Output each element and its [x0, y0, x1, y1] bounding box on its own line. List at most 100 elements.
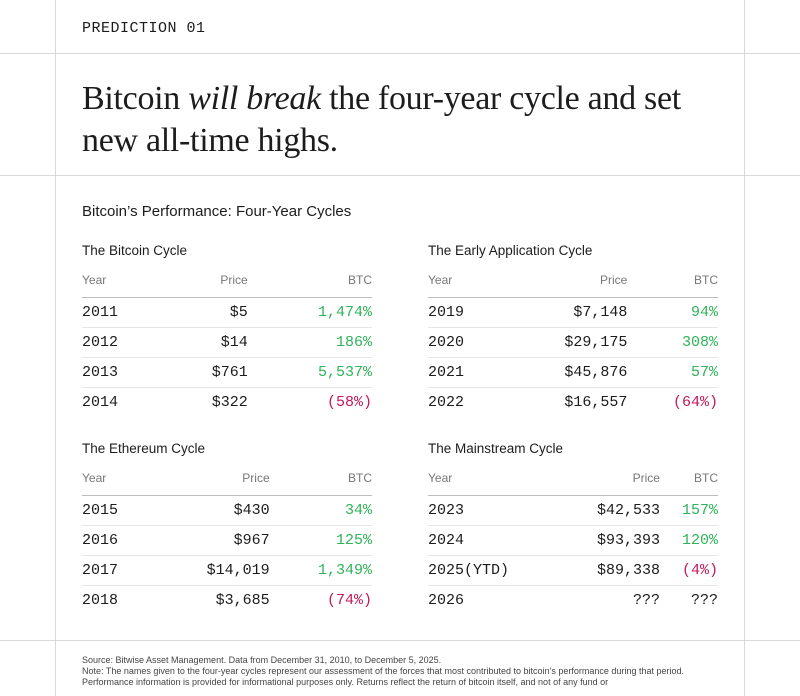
- header-row: Year Price BTC: [82, 273, 372, 298]
- headline: Bitcoin will break the four-year cycle a…: [82, 78, 682, 162]
- cell: $967: [150, 525, 270, 556]
- headline-text: Bitcoin: [82, 80, 181, 117]
- cell: $16,557: [564, 394, 628, 411]
- row: 2024 $93,393 120%: [428, 525, 718, 556]
- cell: 2016: [82, 525, 151, 556]
- divider: [0, 53, 800, 54]
- row: 2012 $14 186%: [82, 327, 372, 358]
- cell: 2018: [82, 592, 119, 609]
- column-header: Price: [164, 273, 248, 298]
- cell: 2017: [82, 555, 151, 586]
- row: 2020 $29,175 308%: [428, 327, 718, 358]
- cell: $29,175: [500, 327, 628, 358]
- cycle-table: The Ethereum Cycle Year Price BTC 2015 $430 34…: [82, 441, 372, 615]
- cell: $14: [164, 327, 248, 358]
- cell: 5,537%: [247, 357, 372, 388]
- header-row: Year Price BTC: [428, 273, 718, 298]
- prediction-label: PREDICTION 01: [82, 20, 206, 37]
- cell: 2012: [82, 327, 165, 358]
- cycle-table: The Bitcoin Cycle Year Price BTC 2011 $5 1,474…: [82, 243, 372, 417]
- section-title: Bitcoin’s Performance: Four-Year Cycles: [82, 203, 352, 220]
- cell: 57%: [627, 357, 718, 388]
- row: 2023 $42,533 157%: [428, 495, 718, 526]
- cell: $7,148: [500, 297, 628, 328]
- divider: [0, 175, 800, 176]
- cell: 2013: [82, 357, 165, 388]
- column-header: BTC: [627, 273, 718, 298]
- source: Source: Bitwise Asset Management. Data f…: [82, 655, 442, 665]
- row: 2025(YTD) $89,338 (4%): [428, 555, 718, 586]
- column-header: Year: [82, 273, 165, 298]
- table-title: The Ethereum Cycle: [82, 441, 206, 456]
- column-header: Price: [558, 471, 660, 496]
- cycle-table: The Mainstream Cycle Year Price BTC 2023 $42,…: [428, 441, 718, 615]
- cell: 94%: [627, 297, 718, 328]
- row: 2016 $967 125%: [82, 525, 372, 556]
- cell: 2014: [82, 394, 119, 411]
- cell: 2019: [428, 297, 501, 328]
- cell: 2022: [428, 394, 465, 411]
- cell: $5: [164, 297, 248, 328]
- cell: $89,338: [558, 555, 660, 586]
- cell: 2024: [428, 525, 559, 556]
- row: 2017 $14,019 1,349%: [82, 555, 372, 586]
- cell: 125%: [269, 525, 372, 556]
- table: Year Price BTC 2011 $5 1,474% 2012 $14 186% 2013 $…: [82, 273, 372, 417]
- row: 2011 $5 1,474%: [82, 297, 372, 328]
- tables: The Bitcoin Cycle Year Price BTC 2011 $5 1,474…: [82, 243, 718, 615]
- header-row: Year Price BTC: [82, 471, 372, 496]
- cell: $761: [164, 357, 248, 388]
- note: Note: The names given to the four-year c…: [82, 666, 684, 687]
- column-header: BTC: [659, 471, 718, 496]
- table: Year Price BTC 2019 $7,148 94% 2020 $29,175 308%…: [428, 273, 718, 417]
- cell: 1,474%: [247, 297, 372, 328]
- cell: 186%: [247, 327, 372, 358]
- table-title: The Early Application Cycle: [428, 243, 593, 258]
- column-header: Price: [500, 273, 628, 298]
- column-header: Year: [428, 273, 501, 298]
- cell: 34%: [269, 495, 372, 526]
- divider: [0, 640, 800, 641]
- cell: $42,533: [558, 495, 660, 526]
- cell: $430: [150, 495, 270, 526]
- cell: (74%): [326, 592, 372, 609]
- cell: 2025(YTD): [428, 555, 559, 586]
- cell: $45,876: [500, 357, 628, 388]
- headline-emphasis: will break: [188, 80, 321, 117]
- row: 2019 $7,148 94%: [428, 297, 718, 328]
- row: 2015 $430 34%: [82, 495, 372, 526]
- cycle-table: The Early Application Cycle Year Price BTC 2…: [428, 243, 718, 417]
- cell: (64%): [672, 394, 718, 411]
- row: 2021 $45,876 57%: [428, 357, 718, 388]
- cell: 308%: [627, 327, 718, 358]
- cell: 2015: [82, 495, 151, 526]
- row: 2018 $3,685 (74%): [82, 586, 372, 616]
- cell: 157%: [659, 495, 718, 526]
- cell: ???: [632, 592, 660, 609]
- cell: 2020: [428, 327, 501, 358]
- cell: (58%): [326, 394, 372, 411]
- column-header: Price: [150, 471, 270, 496]
- column-header: Year: [428, 471, 559, 496]
- cell: 1,349%: [269, 555, 372, 586]
- column-header: BTC: [247, 273, 372, 298]
- cell: $3,685: [215, 592, 270, 609]
- row: 2014 $322 (58%): [82, 388, 372, 418]
- footer: Source: Bitwise Asset Management. Data f…: [82, 655, 722, 688]
- table: Year Price BTC 2023 $42,533 157% 2024 $93,393 12…: [428, 471, 718, 615]
- row: 2022 $16,557 (64%): [428, 388, 718, 418]
- cell: 2026: [428, 592, 465, 609]
- cell: $14,019: [150, 555, 270, 586]
- header-row: Year Price BTC: [428, 471, 718, 496]
- cell: $93,393: [558, 525, 660, 556]
- column-header: BTC: [269, 471, 372, 496]
- cell: 2023: [428, 495, 559, 526]
- cell: ???: [690, 592, 718, 609]
- table-title: The Mainstream Cycle: [428, 441, 564, 456]
- cell: 2021: [428, 357, 501, 388]
- row: 2026??????: [428, 586, 718, 616]
- panel: [55, 0, 745, 696]
- table: Year Price BTC 2015 $430 34% 2016 $967 125% 2017 $…: [82, 471, 372, 615]
- cell: 2011: [82, 297, 165, 328]
